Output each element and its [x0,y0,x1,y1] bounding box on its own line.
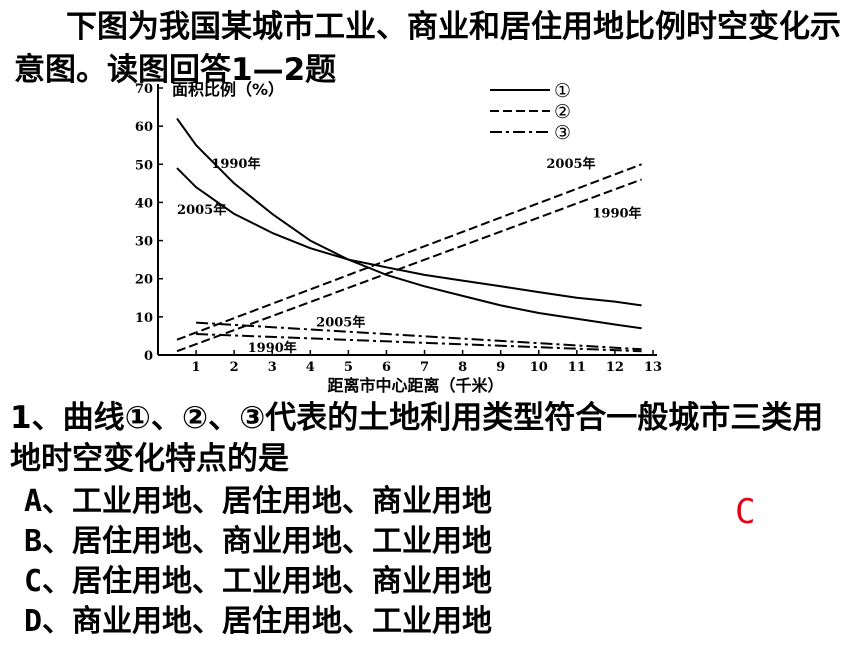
intro-text: 下图为我国某城市工业、商业和居住用地比例时空变化示意图。读图回答1—2题 [14,9,841,88]
x-tick-label: 13 [644,360,662,375]
question-text: 1、曲线①、②、③代表的土地利用类型符合一般城市三类用地时空变化特点的是 [10,400,824,477]
series-label: 1990年 [248,340,297,356]
y-tick-label: 50 [135,158,153,173]
x-tick-label: 3 [268,360,277,375]
legend-label: ③ [554,122,571,144]
series-label: 2005年 [316,314,365,330]
x-tick-label: 8 [458,360,467,375]
y-tick-label: 10 [135,311,153,326]
answer-mark: C [735,492,756,532]
y-tick-label: 40 [135,196,153,211]
y-tick-label: 60 [135,120,153,135]
x-tick-label: 1 [192,360,201,375]
y-tick-label: 20 [135,273,153,288]
series-line-solid [176,167,642,307]
option-c[interactable]: C、居住用地、工业用地、商业用地 [24,564,493,599]
x-tick-label: 4 [306,360,315,375]
series-line-dashdot [196,333,642,353]
series-label: 1990年 [211,156,260,172]
series-label: 2005年 [546,156,595,172]
series-label: 2005年 [177,202,226,218]
x-axis-title: 距离市中心距离（千米） [327,376,503,395]
x-tick-label: 9 [496,360,505,375]
x-tick-label: 5 [344,360,353,375]
option-b[interactable]: B、居住用地、商业用地、工业用地 [24,524,493,559]
series-label: 1990年 [592,206,641,222]
legend-label: ② [554,101,571,123]
series-line-dashed [176,178,642,353]
option-d[interactable]: D、商业用地、居住用地、工业用地 [24,604,493,639]
y-tick-label: 70 [135,82,153,97]
option-a[interactable]: A、工业用地、居住用地、商业用地 [24,484,493,519]
x-tick-label: 7 [420,360,429,375]
x-tick-label: 12 [606,360,624,375]
y-tick-label: 30 [135,235,153,250]
answer-options: A、工业用地、居住用地、商业用地 B、居住用地、商业用地、工业用地 C、居住用地… [24,482,492,642]
x-tick-label: 2 [230,360,239,375]
x-tick-label: 6 [382,360,391,375]
y-axis-title: 面积比例（%） [172,80,284,99]
series-line-dashed [176,163,642,341]
series-line-dashdot [196,321,642,351]
legend-label: ① [554,80,571,102]
y-tick-label: 0 [144,349,153,364]
series-line-solid [176,117,642,330]
x-tick-label: 11 [568,360,586,375]
x-tick-label: 10 [530,360,548,375]
